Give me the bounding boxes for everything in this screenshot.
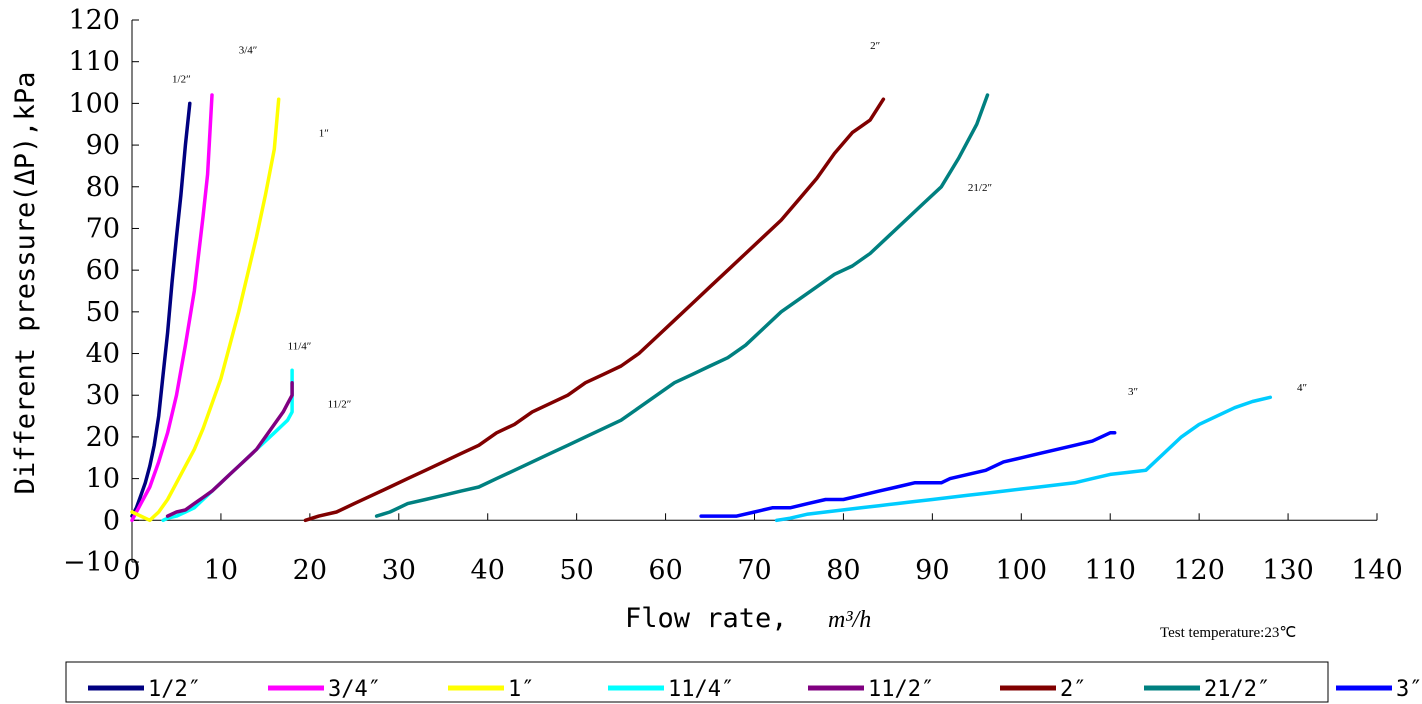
axes <box>131 20 1377 562</box>
x-tick-label: 110 <box>1084 555 1136 586</box>
y-tick-label: 50 <box>86 297 120 328</box>
x-tick-label: 130 <box>1262 555 1314 586</box>
series-layer <box>130 93 1273 523</box>
y-tick-label: 70 <box>86 213 120 244</box>
series-line <box>699 431 1117 518</box>
x-tick-label: 10 <box>204 555 238 586</box>
series-annotations: 1/2″ 3/4″ 1″ 11/4″ 11/2″ 2″ 21/2″ 3″ 4″ <box>172 40 1307 411</box>
legend-label: 21/2″ <box>1204 677 1270 702</box>
y-tick-label: 120 <box>68 5 120 36</box>
series-annotation: 11/4″ <box>288 340 312 352</box>
series-annotation: 3″ <box>1128 386 1138 398</box>
y-tick-label: 110 <box>68 47 120 78</box>
series-line <box>774 395 1273 523</box>
y-tick-label: 10 <box>86 464 120 495</box>
series-annotation: 1/2″ <box>172 74 191 86</box>
x-tick-label: 60 <box>648 555 682 586</box>
series-annotation: 3/4″ <box>239 44 258 56</box>
x-tick-label: 30 <box>382 555 416 586</box>
series-line <box>130 97 281 523</box>
x-axis-unit: m³/h <box>828 607 871 633</box>
series-line <box>130 93 214 523</box>
legend-box <box>65 661 1329 703</box>
y-tick-label: 60 <box>86 255 120 286</box>
x-tick-label: 140 <box>1351 555 1403 586</box>
x-tick-label: 100 <box>996 555 1048 586</box>
series-annotation: 11/2″ <box>328 399 352 411</box>
test-temperature-note: Test temperature:23℃ <box>1160 625 1296 641</box>
legend-label: 3/4″ <box>328 677 381 702</box>
x-tick-label: 90 <box>915 555 949 586</box>
legend-label: 11/4″ <box>668 677 734 702</box>
series-line <box>161 368 294 523</box>
x-tick-label: 80 <box>826 555 860 586</box>
y-tick-label: −10 <box>63 547 120 578</box>
y-axis-title: Different pressure(ΔP),kPa <box>10 72 41 495</box>
y-tick-label: 100 <box>68 88 120 119</box>
series-annotation: 1″ <box>319 128 329 140</box>
y-tick-label: 30 <box>86 380 120 411</box>
x-tick-label: 40 <box>471 555 505 586</box>
y-tick-label: 0 <box>103 505 120 536</box>
legend-label: 2″ <box>1060 677 1087 702</box>
series-annotation: 4″ <box>1297 382 1307 394</box>
x-axis-title: Flow rate, <box>625 603 788 634</box>
legend-label: 1/2″ <box>148 677 201 702</box>
x-tick-label: 70 <box>737 555 771 586</box>
x-tick-label: 120 <box>1173 555 1225 586</box>
legend: 1/2″3/4″1″11/4″11/2″2″21/2″3″4″ <box>65 661 1422 703</box>
series-annotation: 2″ <box>870 40 880 52</box>
axis-ticks: 0 10 20 30 40 50 60 70 80 90 100 110 120 130 140120110… <box>63 5 1403 586</box>
legend-label: 1″ <box>508 677 535 702</box>
series-line <box>165 380 294 518</box>
x-tick-label: 20 <box>293 555 327 586</box>
legend-label: 3″ <box>1396 677 1422 702</box>
x-tick-label: 0 <box>123 555 140 586</box>
y-tick-label: 90 <box>86 130 120 161</box>
series-line <box>374 93 990 518</box>
y-tick-label: 80 <box>86 172 120 203</box>
series-line <box>303 97 886 523</box>
legend-items: 1/2″3/4″1″11/4″11/2″2″21/2″3″4″ <box>88 677 1422 702</box>
series-annotation: 21/2″ <box>968 182 992 194</box>
y-tick-label: 40 <box>86 339 120 370</box>
legend-label: 11/2″ <box>868 677 934 702</box>
series-line <box>130 101 192 518</box>
x-tick-label: 50 <box>559 555 593 586</box>
y-tick-label: 20 <box>86 422 120 453</box>
